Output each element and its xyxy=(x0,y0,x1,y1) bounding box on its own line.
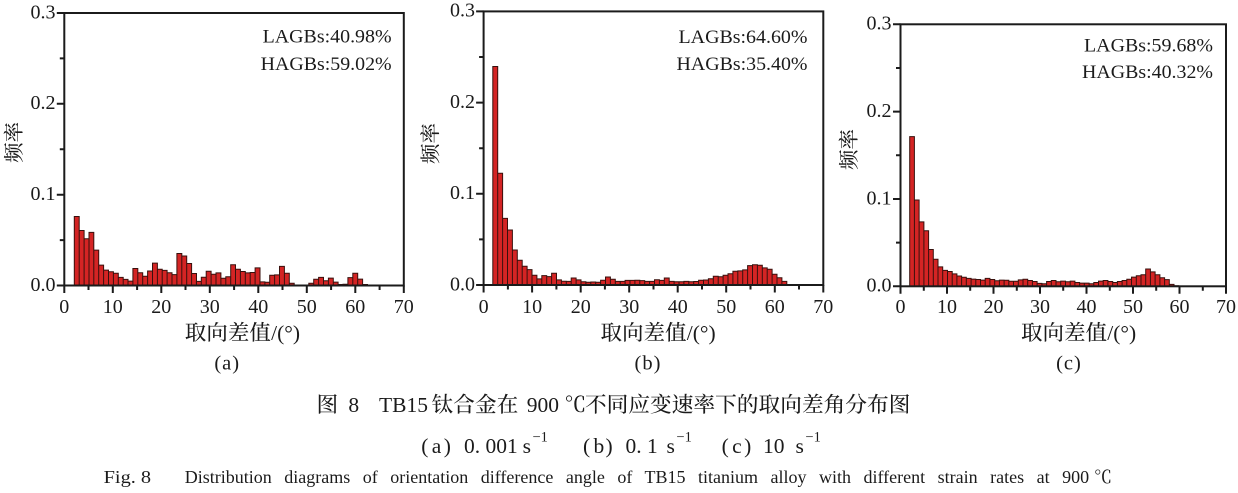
svg-text:/(°): /(°) xyxy=(1107,321,1136,345)
svg-text:0. 1: 0. 1 xyxy=(626,434,658,458)
svg-text:s: s xyxy=(667,434,675,458)
svg-text:(: ( xyxy=(583,434,590,458)
svg-text:0.1: 0.1 xyxy=(450,182,475,204)
svg-text:20: 20 xyxy=(571,296,591,318)
svg-text:20: 20 xyxy=(984,296,1004,318)
svg-text:): ) xyxy=(744,434,751,458)
svg-text:30: 30 xyxy=(200,296,220,318)
svg-text:(c): (c) xyxy=(1056,353,1082,375)
svg-text:s: s xyxy=(523,434,531,458)
svg-text:30: 30 xyxy=(1030,296,1050,318)
svg-text:40: 40 xyxy=(1077,296,1097,318)
svg-text:0.2: 0.2 xyxy=(450,91,475,113)
svg-text:10: 10 xyxy=(103,296,123,318)
svg-text:30: 30 xyxy=(619,296,639,318)
svg-text:/(°): /(°) xyxy=(271,321,300,345)
svg-text:900: 900 xyxy=(527,393,559,417)
svg-text:0.0: 0.0 xyxy=(31,274,56,296)
svg-text:0.0: 0.0 xyxy=(867,275,892,297)
svg-text:70: 70 xyxy=(1216,296,1236,318)
svg-text:): ) xyxy=(606,434,613,458)
svg-text:HAGBs:35.40%: HAGBs:35.40% xyxy=(677,54,808,75)
svg-text:0.3: 0.3 xyxy=(31,1,56,23)
svg-text:(: ( xyxy=(421,434,428,458)
svg-text:40: 40 xyxy=(248,296,268,318)
svg-text:Distribution diagrams of orien: Distribution diagrams of orientation dif… xyxy=(185,467,1089,487)
svg-text:0: 0 xyxy=(896,296,906,318)
svg-text:LAGBs:59.68%: LAGBs:59.68% xyxy=(1084,36,1213,57)
svg-text:0.2: 0.2 xyxy=(31,92,56,114)
svg-text:70: 70 xyxy=(394,296,414,318)
svg-text:−1: −1 xyxy=(533,430,548,446)
svg-text:): ) xyxy=(444,434,451,458)
svg-text:0.2: 0.2 xyxy=(867,100,892,122)
svg-text:c: c xyxy=(732,434,742,458)
svg-text:Fig. 8: Fig. 8 xyxy=(104,467,152,487)
svg-text:LAGBs:40.98%: LAGBs:40.98% xyxy=(263,27,392,48)
svg-text:0.0: 0.0 xyxy=(450,273,475,295)
svg-text:60: 60 xyxy=(765,296,785,318)
svg-text:10: 10 xyxy=(937,296,957,318)
svg-text:0.1: 0.1 xyxy=(867,187,892,209)
svg-text:b: b xyxy=(594,434,605,458)
svg-text:10: 10 xyxy=(763,434,785,458)
svg-text:−1: −1 xyxy=(676,430,691,446)
svg-text:HAGBs:40.32%: HAGBs:40.32% xyxy=(1082,62,1213,83)
svg-text:LAGBs:64.60%: LAGBs:64.60% xyxy=(679,27,808,48)
svg-text:0: 0 xyxy=(59,296,69,318)
svg-text:0.1: 0.1 xyxy=(31,183,56,205)
svg-text:(b): (b) xyxy=(635,353,662,375)
svg-text:60: 60 xyxy=(1170,296,1190,318)
svg-text:0: 0 xyxy=(479,296,489,318)
svg-text:a: a xyxy=(432,434,442,458)
svg-text:10: 10 xyxy=(522,296,542,318)
svg-text:s: s xyxy=(796,434,804,458)
svg-text:/(°): /(°) xyxy=(687,321,716,345)
svg-text:−1: −1 xyxy=(805,430,820,446)
svg-text:60: 60 xyxy=(345,296,365,318)
svg-text:(a): (a) xyxy=(214,353,240,375)
svg-text:40: 40 xyxy=(668,296,688,318)
svg-text:0.3: 0.3 xyxy=(450,0,475,22)
svg-text:(: ( xyxy=(722,434,729,458)
svg-text:0. 001: 0. 001 xyxy=(464,434,518,458)
svg-text:50: 50 xyxy=(1123,296,1143,318)
svg-text:TB15: TB15 xyxy=(379,393,428,417)
svg-text:50: 50 xyxy=(297,296,317,318)
svg-text:8: 8 xyxy=(348,393,359,417)
svg-text:70: 70 xyxy=(813,296,833,318)
svg-text:0.3: 0.3 xyxy=(867,13,892,35)
svg-text:HAGBs:59.02%: HAGBs:59.02% xyxy=(261,54,392,75)
svg-text:20: 20 xyxy=(151,296,171,318)
svg-text:50: 50 xyxy=(716,296,736,318)
